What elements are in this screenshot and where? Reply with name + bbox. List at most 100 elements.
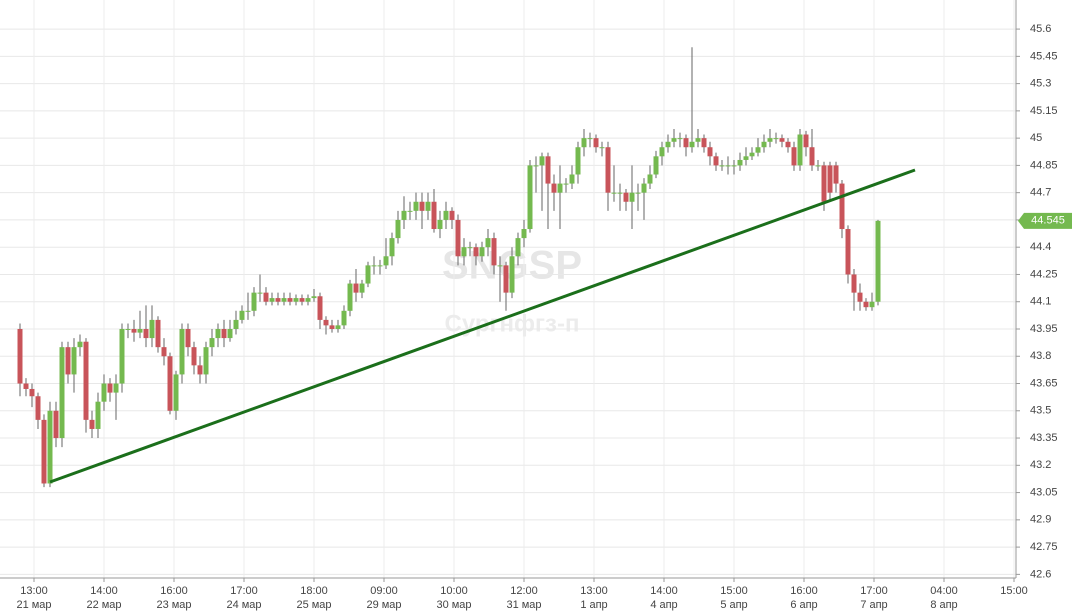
candle-body	[173, 374, 179, 411]
candle-body	[641, 183, 647, 193]
candle-body	[683, 138, 689, 148]
candle-body	[443, 210, 449, 220]
candle-body	[875, 220, 881, 302]
y-tick-label: 43.95	[1030, 323, 1058, 335]
candle-body	[179, 328, 185, 375]
candle-body	[815, 165, 821, 167]
candle-body	[167, 356, 173, 411]
candle-body	[353, 283, 359, 293]
candle-body	[587, 138, 593, 140]
y-tick-label: 43.5	[1030, 405, 1051, 417]
candle-body	[377, 265, 383, 267]
candle-body	[839, 183, 845, 230]
candle-body	[83, 341, 89, 420]
x-tick-date: 23 мар	[156, 599, 191, 611]
candle-body	[635, 192, 641, 194]
candle-body	[737, 159, 743, 166]
y-tick-label: 42.6	[1030, 568, 1051, 580]
x-tick-date: 4 апр	[650, 599, 677, 611]
y-tick-label: 43.2	[1030, 459, 1051, 471]
candle-body	[395, 219, 401, 239]
candle-body	[677, 138, 683, 140]
candle-body	[623, 192, 629, 202]
candle-body	[479, 247, 485, 257]
candle-body	[461, 247, 467, 257]
candle-body	[653, 156, 659, 175]
candle-body	[89, 419, 95, 429]
candle-body	[593, 138, 599, 148]
candle-body	[143, 328, 149, 339]
candle-body	[203, 347, 209, 375]
candle-body	[473, 247, 479, 257]
candle-body	[659, 147, 665, 157]
candle-body	[695, 138, 701, 142]
candle-body	[791, 147, 797, 166]
x-tick-label: 16:00	[790, 585, 818, 597]
candle-body	[755, 147, 761, 153]
candle-body	[485, 238, 491, 248]
candle-body	[233, 319, 239, 329]
x-tick-label: 18:00	[300, 585, 328, 597]
candle-body	[719, 165, 725, 167]
y-tick-label: 45.45	[1030, 50, 1058, 62]
x-tick-date: 24 мар	[226, 599, 261, 611]
candle-body	[347, 283, 353, 311]
candle-body	[431, 201, 437, 230]
candle-body	[563, 183, 569, 185]
x-tick-date: 8 апр	[930, 599, 957, 611]
candle-body	[467, 247, 473, 249]
candle-body	[335, 325, 341, 329]
candle-body	[419, 201, 425, 211]
candle-body	[191, 347, 197, 366]
candle-body	[725, 165, 731, 167]
candle-body	[197, 365, 203, 375]
trend-line	[49, 168, 916, 484]
candle-body	[629, 192, 635, 202]
y-tick-label: 43.8	[1030, 350, 1051, 362]
x-tick-date: 29 мар	[366, 599, 401, 611]
candle-body	[125, 328, 131, 330]
candle-body	[257, 292, 263, 294]
y-tick-label: 44.4	[1030, 241, 1051, 253]
x-tick-label: 14:00	[650, 585, 678, 597]
y-tick-label: 42.9	[1030, 514, 1051, 526]
candle-body	[581, 138, 587, 148]
candle-body	[65, 347, 71, 375]
y-tick-label: 42.75	[1030, 541, 1058, 553]
candle-body	[41, 419, 47, 484]
candle-body	[779, 138, 785, 142]
candle-body	[689, 141, 695, 148]
candle-body	[455, 219, 461, 257]
candle-body	[47, 410, 53, 484]
candle-body	[269, 298, 275, 302]
candle-body	[371, 265, 377, 267]
candle-body	[359, 283, 365, 293]
candle-body	[707, 147, 713, 157]
candle-body	[407, 210, 413, 212]
x-tick-date: 31 мар	[506, 599, 541, 611]
candle-body	[281, 298, 287, 302]
candle-body	[119, 328, 125, 384]
candle-body	[557, 183, 563, 193]
candle-body	[797, 134, 803, 166]
x-tick-label: 16:00	[160, 585, 188, 597]
candle-body	[743, 156, 749, 160]
candle-body	[509, 256, 515, 293]
x-tick-label: 15:00	[1000, 585, 1028, 597]
candle-body	[137, 328, 143, 333]
candle-body	[647, 174, 653, 184]
candle-body	[515, 238, 521, 257]
x-tick-label: 10:00	[440, 585, 468, 597]
y-tick-label: 44.7	[1030, 187, 1051, 199]
x-tick-date: 6 апр	[790, 599, 817, 611]
candle-body	[569, 174, 575, 184]
candle-body	[35, 396, 41, 420]
candle-body	[857, 292, 863, 302]
y-tick-label: 43.05	[1030, 486, 1058, 498]
candle-body	[749, 152, 755, 157]
candle-body	[527, 165, 533, 230]
candle-body	[449, 210, 455, 220]
candle-body	[53, 410, 59, 439]
candle-body	[425, 201, 431, 211]
y-tick-label: 43.65	[1030, 377, 1058, 389]
